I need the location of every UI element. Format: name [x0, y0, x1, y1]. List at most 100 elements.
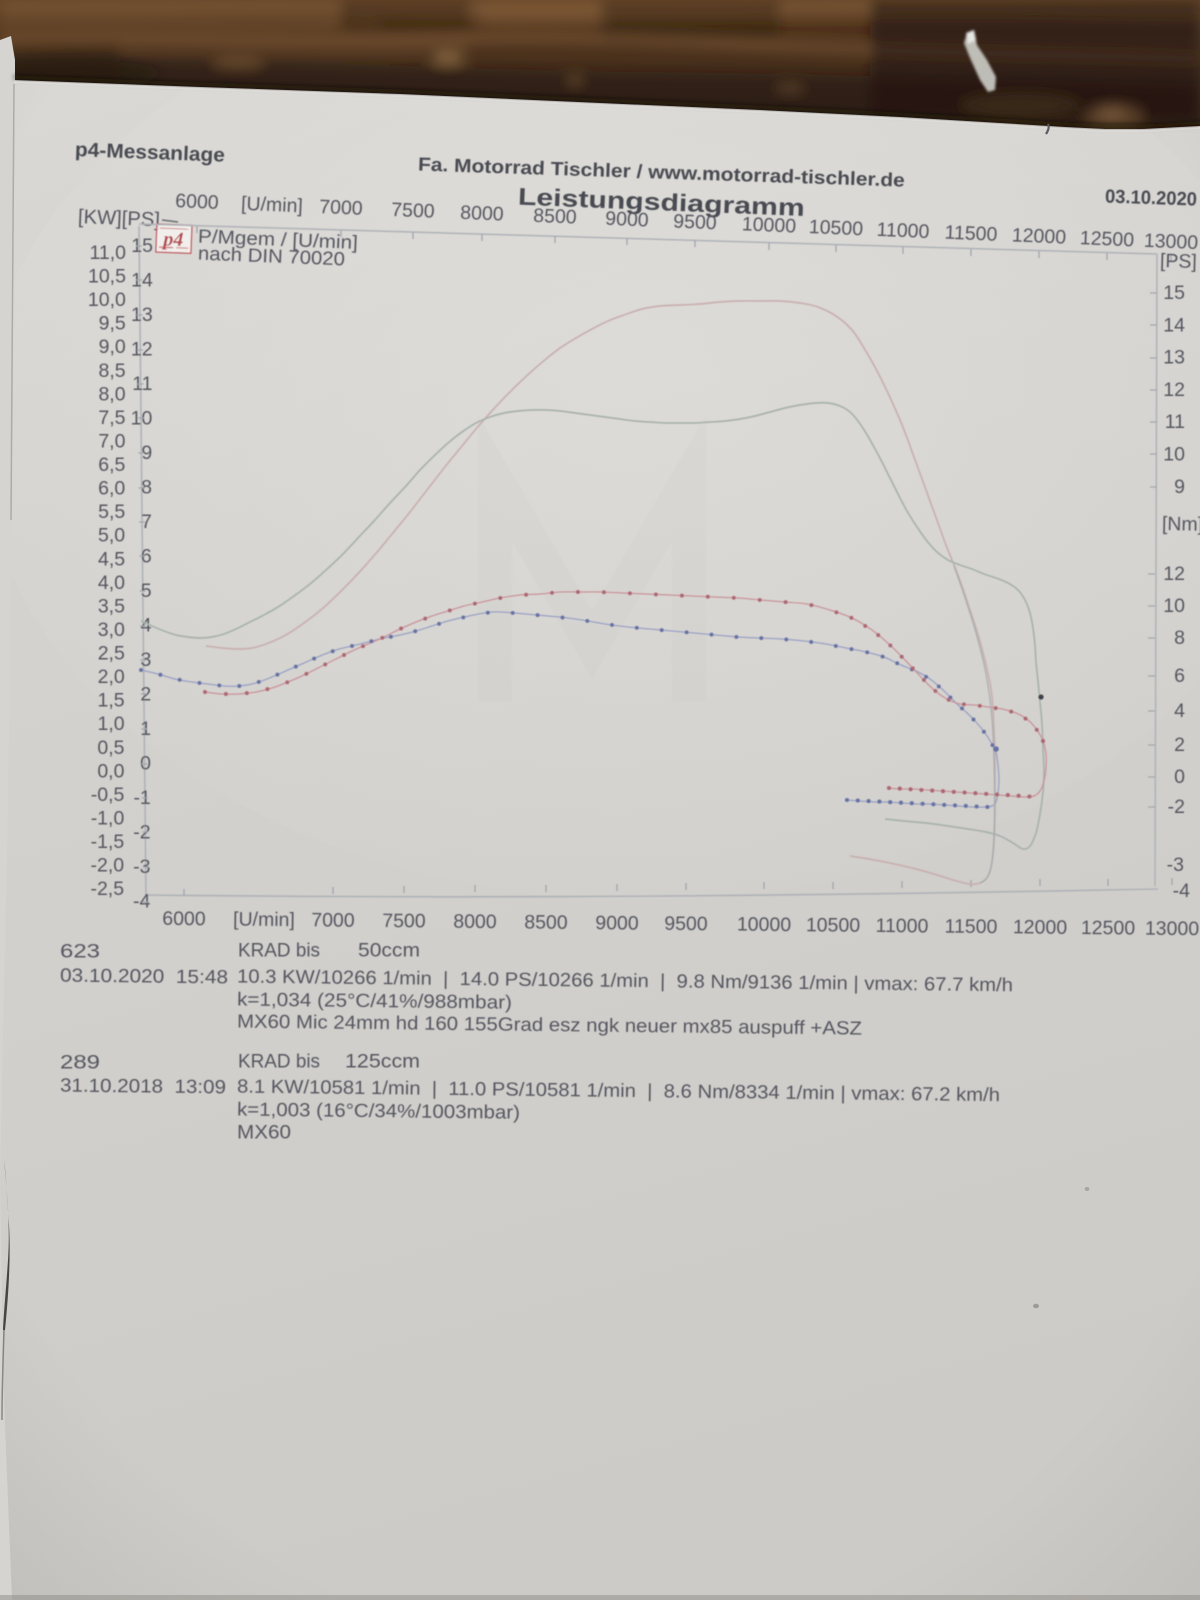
svg-text:2,5: 2,5 — [98, 643, 125, 665]
svg-text:k=1,034 (25°C/41%/988mbar): k=1,034 (25°C/41%/988mbar) — [237, 990, 512, 1014]
svg-text:11000: 11000 — [875, 915, 928, 938]
svg-text:0: 0 — [1174, 766, 1185, 788]
svg-text:p4: p4 — [161, 228, 184, 251]
svg-text:-2: -2 — [1168, 796, 1185, 818]
svg-text:8,0: 8,0 — [98, 383, 125, 405]
svg-text:[U/min]: [U/min] — [233, 908, 295, 931]
svg-text:10,5: 10,5 — [88, 266, 126, 288]
svg-text:8500: 8500 — [533, 205, 577, 229]
svg-text:7500: 7500 — [391, 199, 435, 223]
svg-text:9: 9 — [1174, 476, 1185, 498]
svg-text:14: 14 — [1163, 314, 1185, 336]
svg-text:2: 2 — [1174, 734, 1185, 756]
svg-text:3,5: 3,5 — [98, 595, 125, 617]
svg-text:7: 7 — [141, 511, 152, 533]
svg-text:-2: -2 — [133, 822, 150, 844]
svg-text:6: 6 — [141, 546, 152, 568]
svg-text:9500: 9500 — [664, 913, 708, 935]
svg-text:[Nm]: [Nm] — [1162, 513, 1200, 536]
svg-text:7500: 7500 — [382, 910, 426, 932]
svg-text:13: 13 — [1163, 347, 1185, 369]
svg-text:6,5: 6,5 — [98, 454, 125, 476]
svg-text:7000: 7000 — [319, 196, 363, 220]
svg-text:7,5: 7,5 — [98, 407, 125, 429]
svg-text:15: 15 — [1163, 282, 1185, 304]
svg-text:8: 8 — [1174, 627, 1185, 649]
svg-text:-4: -4 — [1173, 880, 1190, 902]
svg-text:1,0: 1,0 — [97, 713, 124, 735]
svg-text:10: 10 — [1163, 595, 1185, 617]
svg-text:13000: 13000 — [1145, 918, 1200, 941]
svg-text:9000: 9000 — [595, 912, 639, 934]
svg-text:9: 9 — [141, 442, 152, 464]
svg-text:0,0: 0,0 — [97, 760, 124, 782]
svg-text:KRAD bis: KRAD bis — [238, 1052, 320, 1073]
svg-text:12500: 12500 — [1081, 917, 1136, 940]
svg-text:-3: -3 — [133, 856, 150, 878]
svg-text:8,5: 8,5 — [99, 360, 126, 382]
svg-text:4: 4 — [141, 615, 152, 637]
svg-text:10000: 10000 — [737, 914, 792, 937]
svg-text:4,5: 4,5 — [98, 548, 125, 570]
svg-text:11,0: 11,0 — [89, 242, 126, 264]
svg-text:12: 12 — [1163, 379, 1185, 401]
svg-text:2,0: 2,0 — [98, 666, 125, 688]
svg-text:[PS]: [PS] — [1160, 250, 1197, 273]
svg-text:5: 5 — [141, 580, 152, 602]
svg-text:5,0: 5,0 — [98, 525, 125, 547]
svg-text:7,0: 7,0 — [98, 430, 125, 452]
svg-text:289: 289 — [60, 1053, 100, 1074]
svg-text:-2,5: -2,5 — [90, 878, 124, 900]
svg-text:12500: 12500 — [1079, 227, 1134, 251]
svg-text:13000: 13000 — [1143, 230, 1198, 254]
svg-text:1,5: 1,5 — [98, 690, 125, 712]
svg-text:3,0: 3,0 — [98, 619, 125, 641]
svg-text:6000: 6000 — [162, 908, 206, 930]
svg-text:-1,0: -1,0 — [91, 807, 125, 829]
svg-text:8: 8 — [141, 477, 152, 499]
svg-text:6: 6 — [1174, 665, 1185, 687]
svg-text:9000: 9000 — [605, 208, 649, 232]
svg-text:4: 4 — [1174, 700, 1185, 722]
svg-text:-0,5: -0,5 — [91, 784, 125, 806]
svg-text:5,5: 5,5 — [98, 501, 125, 523]
svg-text:6,0: 6,0 — [98, 478, 125, 500]
svg-text:11500: 11500 — [944, 916, 997, 939]
svg-text:10500: 10500 — [806, 914, 861, 937]
svg-text:9500: 9500 — [673, 210, 717, 234]
svg-text:k=1,003 (16°C/34%/1003mbar): k=1,003 (16°C/34%/1003mbar) — [237, 1100, 520, 1124]
svg-text:9,0: 9,0 — [99, 336, 126, 358]
svg-text:-3: -3 — [1167, 854, 1184, 876]
svg-text:[KW][PS]: [KW][PS] — [78, 206, 161, 231]
svg-text:7000: 7000 — [311, 909, 355, 931]
svg-text:6000: 6000 — [175, 190, 219, 214]
svg-text:623: 623 — [60, 942, 100, 963]
svg-text:03.10.2020: 03.10.2020 — [1105, 187, 1198, 211]
svg-text:0,5: 0,5 — [97, 737, 124, 759]
svg-text:8000: 8000 — [453, 911, 497, 933]
svg-text:11: 11 — [1165, 411, 1185, 433]
svg-text:12: 12 — [1163, 563, 1185, 585]
svg-text:4,0: 4,0 — [98, 572, 125, 594]
svg-text:-2,0: -2,0 — [91, 855, 125, 877]
svg-text:31.10.2018 13:09: 31.10.2018 13:09 — [60, 1076, 226, 1099]
svg-text:10000: 10000 — [741, 213, 796, 237]
svg-text:8000: 8000 — [460, 202, 504, 226]
svg-text:-1,5: -1,5 — [91, 831, 125, 853]
svg-text:11500: 11500 — [944, 222, 998, 246]
svg-text:12000: 12000 — [1011, 224, 1066, 248]
svg-text:50ccm: 50ccm — [358, 941, 420, 962]
svg-text:9,5: 9,5 — [99, 313, 126, 335]
svg-text:03.10.2020 15:48: 03.10.2020 15:48 — [60, 966, 228, 989]
svg-text:KRAD bis: KRAD bis — [238, 941, 320, 962]
svg-text:10: 10 — [1163, 444, 1185, 466]
svg-text:MX60: MX60 — [237, 1123, 291, 1144]
svg-text:125ccm: 125ccm — [345, 1052, 420, 1073]
svg-text:11000: 11000 — [876, 219, 930, 243]
svg-text:15: 15 — [131, 235, 153, 257]
svg-text:10,0: 10,0 — [88, 289, 126, 311]
svg-text:8500: 8500 — [524, 911, 568, 933]
svg-text:-4: -4 — [133, 891, 150, 913]
svg-text:[U/min]: [U/min] — [241, 193, 304, 218]
svg-text:12000: 12000 — [1013, 916, 1068, 939]
